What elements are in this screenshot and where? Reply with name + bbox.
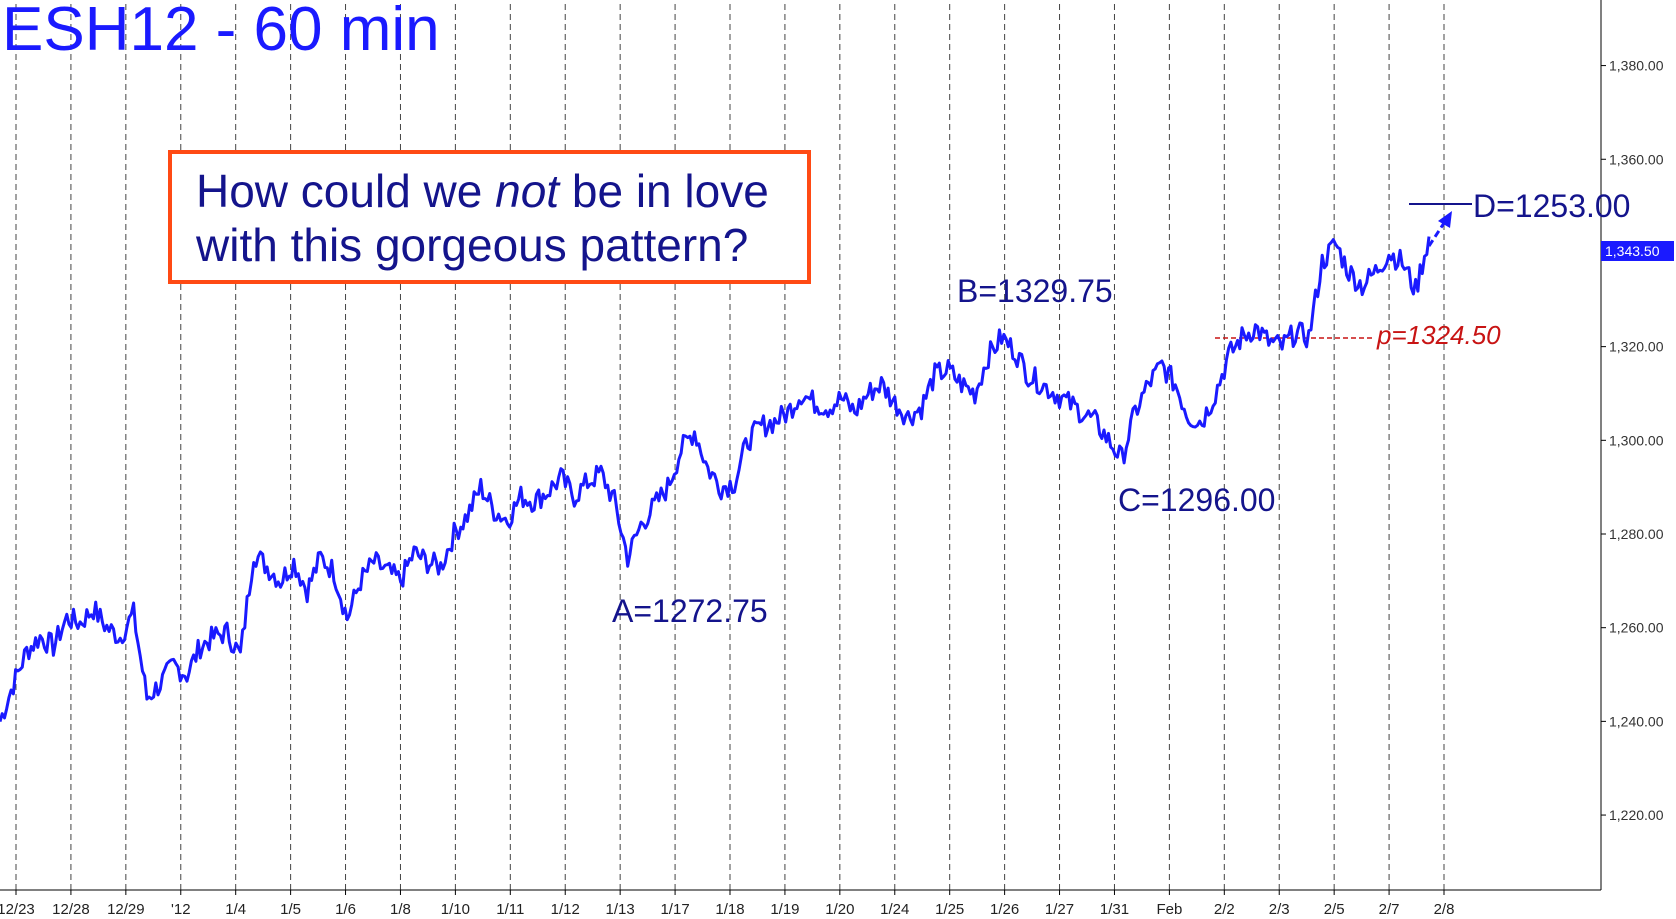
x-tick-label: 1/20 <box>825 901 854 918</box>
y-tick-label: 1,260.00 <box>1609 620 1664 636</box>
last-price-badge: 1,343.50 <box>1601 241 1674 261</box>
y-tick-label: 1,300.00 <box>1609 432 1664 448</box>
x-tick-label: 12/28 <box>52 901 90 918</box>
x-tick-label: 12/29 <box>107 901 145 918</box>
x-tick-label: 1/19 <box>770 901 799 918</box>
callout-line1-em: not <box>495 165 560 217</box>
vertical-gridlines <box>15 4 1445 890</box>
callout-line1-pre: How could we <box>196 165 496 217</box>
x-tick-label: 1/25 <box>935 901 964 918</box>
y-tick-label: 1,380.00 <box>1609 58 1664 74</box>
callout-text: How could we not be in love with this go… <box>196 164 769 272</box>
x-tick-label: 1/11 <box>496 901 524 918</box>
chart-title: ESH12 - 60 min <box>2 0 440 64</box>
x-tick-label: 1/5 <box>280 901 301 918</box>
callout-box: How could we not be in love with this go… <box>168 150 811 284</box>
x-tick-label: 1/27 <box>1045 901 1074 918</box>
y-tick-label: 1,360.00 <box>1609 151 1664 167</box>
x-tick-label: 1/13 <box>606 901 635 918</box>
label-pivot: p=1324.50 <box>1377 320 1501 350</box>
x-tick-label: 12/23 <box>0 901 35 918</box>
x-tick-label: 1/17 <box>660 901 689 918</box>
y-tick-label: 1,320.00 <box>1609 339 1664 355</box>
label-c: C=1296.00 <box>1118 482 1276 518</box>
x-tick-label: 1/4 <box>225 901 246 918</box>
callout-line2: with this gorgeous pattern? <box>196 219 749 271</box>
x-tick-label: 2/5 <box>1324 901 1345 918</box>
x-tick-label: 1/24 <box>880 901 909 918</box>
x-tick-label: 2/3 <box>1269 901 1290 918</box>
x-tick-label: 1/31 <box>1100 901 1129 918</box>
x-tick-label: 1/18 <box>715 901 744 918</box>
label-b: B=1329.75 <box>957 273 1113 309</box>
x-tick-label: 1/8 <box>390 901 411 918</box>
x-tick-label: '12 <box>171 901 191 918</box>
y-axis: 1,220.00 1,240.00 1,260.00 1,280.00 1,300.00… <box>1601 58 1664 823</box>
projection-arrow <box>1427 219 1448 247</box>
x-tick-label: 1/12 <box>551 901 580 918</box>
x-tick-label: 1/6 <box>335 901 356 918</box>
x-tick-label: 1/26 <box>990 901 1019 918</box>
y-tick-label: 1,240.00 <box>1609 713 1664 729</box>
label-d: D=1253.00 <box>1473 188 1631 224</box>
x-tick-label: Feb <box>1156 901 1182 918</box>
x-tick-label: 2/8 <box>1434 901 1455 918</box>
label-a: A=1272.75 <box>612 593 768 629</box>
y-tick-label: 1,280.00 <box>1609 526 1664 542</box>
price-series-line <box>0 236 1431 723</box>
callout-line1-post: be in love <box>559 165 769 217</box>
y-tick-label: 1,220.00 <box>1609 807 1664 823</box>
projection-arrowhead <box>1438 211 1452 228</box>
x-tick-label: 1/10 <box>441 901 470 918</box>
x-axis: 12/23 12/28 12/29 '12 1/4 1/5 1/6 1/8 1/10 1/11 1/… <box>0 890 1454 918</box>
x-tick-label: 2/7 <box>1379 901 1400 918</box>
x-tick-label: 2/2 <box>1214 901 1235 918</box>
